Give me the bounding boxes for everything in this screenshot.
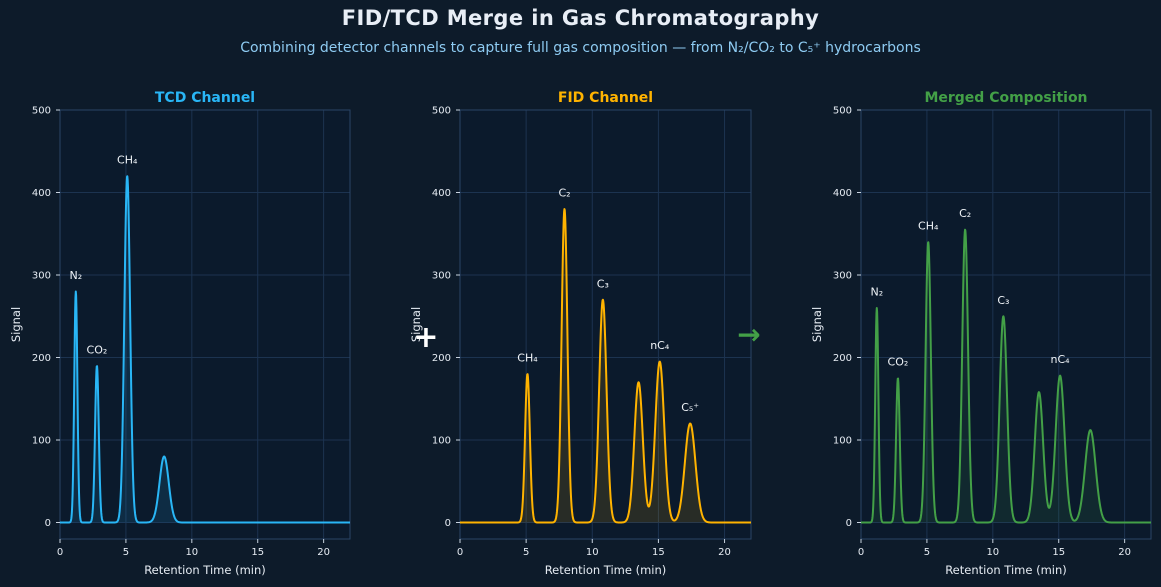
plot-frame <box>459 109 752 540</box>
plot-area <box>60 110 350 539</box>
x-tick-label: 5 <box>523 547 529 558</box>
x-tick-label: 10 <box>986 547 999 558</box>
signal-line <box>459 208 752 524</box>
peak-label: C₃ <box>597 277 609 290</box>
peak-label: C₂ <box>558 187 570 200</box>
x-tick-label: 15 <box>1052 547 1065 558</box>
y-tick-label: 300 <box>32 271 51 282</box>
x-tick-label: 5 <box>123 547 129 558</box>
peak-label: CH₄ <box>517 352 538 365</box>
page-title: FID/TCD Merge in Gas Chromatography <box>341 6 820 30</box>
x-tick-label: 15 <box>652 547 665 558</box>
y-tick-label: 100 <box>432 436 451 447</box>
y-tick-label: 500 <box>32 106 51 117</box>
peak-label: CH₄ <box>918 220 939 233</box>
x-tick-label: 20 <box>1118 547 1131 558</box>
y-tick-label: 400 <box>833 188 852 199</box>
x-axis-label: Retention Time (min) <box>945 563 1067 577</box>
peak-label: nC₄ <box>1051 353 1071 366</box>
y-tick-label: 300 <box>432 271 451 282</box>
panel-title: FID Channel <box>558 90 653 106</box>
x-tick-label: 5 <box>924 547 930 558</box>
x-tick-label: 10 <box>185 547 198 558</box>
x-tick-label: 20 <box>317 547 330 558</box>
plot-area <box>861 110 1151 539</box>
peak-label: C₂ <box>959 207 971 220</box>
panel-title: Merged Composition <box>924 90 1087 106</box>
y-tick-label: 500 <box>432 106 451 117</box>
peak-label: C₅⁺ <box>681 401 699 414</box>
y-axis-label: Signal <box>409 307 423 342</box>
x-axis-label: Retention Time (min) <box>144 563 266 577</box>
page-subtitle: Combining detector channels to capture f… <box>240 40 921 56</box>
signal-line <box>860 228 1152 524</box>
y-tick-label: 100 <box>833 436 852 447</box>
y-axis-label: Signal <box>9 307 23 342</box>
panel-title: TCD Channel <box>155 90 255 106</box>
x-tick-label: 10 <box>586 547 599 558</box>
y-tick-label: 400 <box>432 188 451 199</box>
signal-line <box>59 175 351 524</box>
y-tick-label: 0 <box>445 518 451 529</box>
peak-label: N₂ <box>870 286 883 299</box>
y-tick-label: 200 <box>32 353 51 364</box>
x-tick-label: 0 <box>858 547 864 558</box>
x-axis-label: Retention Time (min) <box>545 563 667 577</box>
x-tick-label: 20 <box>718 547 731 558</box>
y-tick-label: 300 <box>833 271 852 282</box>
plus-operator: + <box>413 320 438 355</box>
y-tick-label: 200 <box>432 353 451 364</box>
y-tick-label: 0 <box>45 518 51 529</box>
x-tick-label: 15 <box>251 547 264 558</box>
arrow-operator: → <box>737 318 760 351</box>
y-tick-label: 100 <box>32 436 51 447</box>
peak-label: CO₂ <box>87 343 108 356</box>
peak-label: N₂ <box>69 269 82 282</box>
x-tick-label: 0 <box>57 547 63 558</box>
plot-frame <box>59 109 351 540</box>
y-tick-label: 400 <box>32 188 51 199</box>
y-tick-label: 500 <box>833 106 852 117</box>
x-tick-label: 0 <box>457 547 463 558</box>
plot-frame <box>860 109 1152 540</box>
peak-label: CH₄ <box>117 154 138 167</box>
peak-label: nC₄ <box>650 339 670 352</box>
peak-label: C₃ <box>997 294 1009 307</box>
peak-label: CO₂ <box>888 356 909 369</box>
y-axis-label: Signal <box>810 307 824 342</box>
y-tick-label: 0 <box>846 518 852 529</box>
y-tick-label: 200 <box>833 353 852 364</box>
